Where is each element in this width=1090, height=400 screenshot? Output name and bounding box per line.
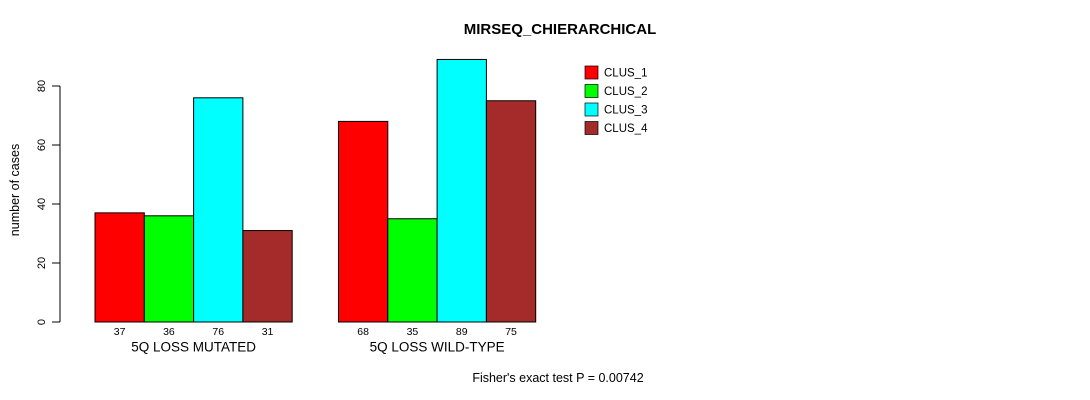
bar-clus_4-group1 (242, 230, 293, 323)
bar-value-label: 31 (262, 326, 274, 338)
y-tick-label: 0 (36, 319, 48, 325)
legend-label-clus_3: CLUS_3 (604, 105, 647, 117)
bar-value-label: 68 (357, 326, 369, 338)
bar-clus_2-group2 (387, 218, 438, 323)
legend-swatch-clus_2 (584, 84, 599, 98)
y-tick-label: 40 (36, 198, 48, 210)
y-tick-label: 20 (36, 257, 48, 269)
legend-swatch-clus_4 (584, 121, 599, 135)
bar-clus_3-group2 (436, 58, 487, 323)
bar-value-label: 36 (163, 326, 175, 338)
category-label: 5Q LOSS WILD-TYPE (370, 340, 505, 355)
bar-value-label: 37 (114, 326, 126, 338)
legend-label-clus_4: CLUS_4 (604, 123, 648, 135)
plot-area: 0 20 40 60 80 37 36 76 31 5Q LOSS MUTATED 68 35 89 75… (36, 58, 537, 355)
category-label: 5Q LOSS MUTATED (131, 340, 256, 355)
bar-clus_2-group1 (143, 215, 195, 323)
bar-clus_1-group1 (94, 212, 145, 323)
annotation-fisher-test: Fisher's exact test P = 0.00742 (472, 371, 643, 385)
bar-value-label: 76 (212, 326, 224, 338)
bar-clus_1-group2 (338, 120, 389, 323)
legend-label-clus_2: CLUS_2 (604, 86, 647, 98)
y-tick-label: 80 (36, 80, 48, 92)
bar-value-label: 89 (456, 326, 468, 338)
legend-swatch-clus_1 (584, 65, 599, 80)
bar-clus_4-group2 (485, 100, 537, 323)
legend: CLUS_1 CLUS_2 CLUS_3 CLUS_4 (584, 65, 648, 135)
chart-title: MIRSEQ_CHIERARCHICAL (464, 21, 657, 38)
legend-swatch-clus_3 (584, 102, 599, 117)
legend-label-clus_1: CLUS_1 (604, 68, 647, 80)
bar-value-label: 75 (505, 326, 517, 338)
bar-clus_3-group1 (193, 97, 244, 323)
y-axis-label: number of cases (8, 144, 22, 236)
y-tick-label: 60 (36, 139, 48, 151)
bar-value-label: 35 (407, 326, 419, 338)
